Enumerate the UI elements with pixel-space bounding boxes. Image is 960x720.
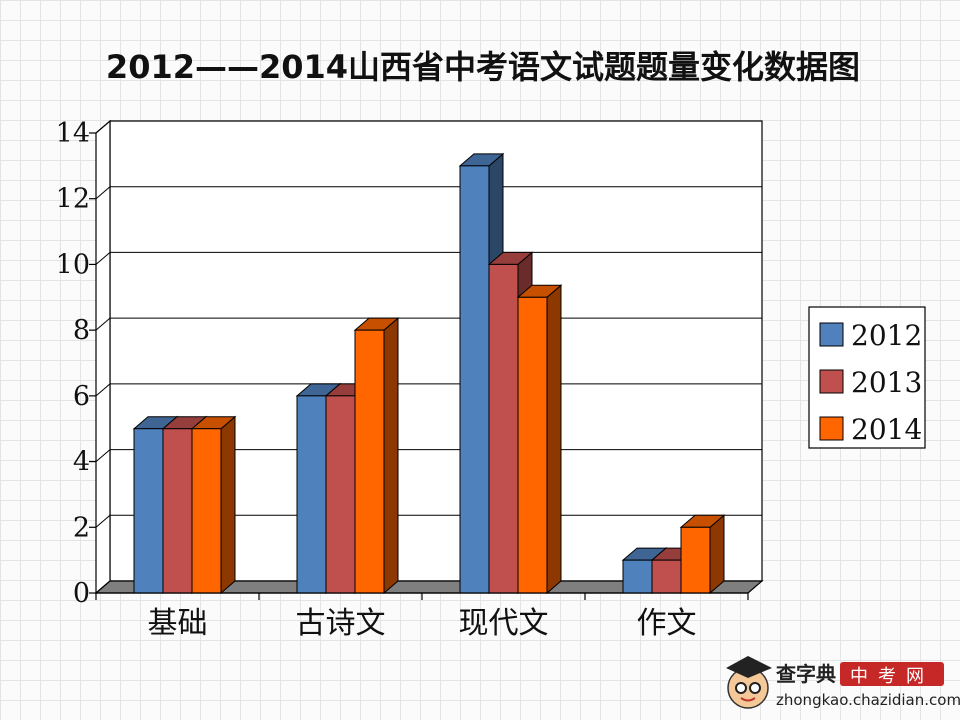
chart-title: 2012——2014山西省中考语文试题题量变化数据图 [106,48,860,86]
legend-label: 2012 [851,319,922,352]
gridline [95,120,762,134]
watermark-url: zhongkao.chazidian.com [776,691,960,709]
x-tick-label: 古诗文 [296,606,386,641]
gridline [95,186,762,200]
y-tick-label: 8 [73,315,90,346]
bar-2014-基础 [190,415,237,595]
y-tick-label: 4 [73,447,90,478]
watermark-site: 中考网 [850,666,934,687]
x-tick-label: 基础 [148,606,208,641]
watermark-brand: 查字典 [776,662,836,686]
watermark: 查字典 中考网 zhongkao.chazidian.com [726,656,960,709]
bars [132,152,726,595]
x-tick-label: 作文 [637,606,697,641]
bar-2014-古诗文 [353,317,400,595]
y-axis-ticks: 0 2 4 6 8 10 12 14 [56,118,96,609]
legend-item-2014: 2014 [819,413,922,446]
y-tick-label: 10 [56,249,90,280]
side-wall [95,119,111,595]
mascot-icon [726,656,772,709]
legend-swatch [819,369,844,394]
gridline [95,251,762,265]
legend-label: 2013 [851,366,922,399]
legend-label: 2014 [851,413,922,446]
legend-item-2013: 2013 [819,366,922,399]
legend: 2012 2013 2014 [808,306,926,449]
legend-swatch [819,322,844,347]
x-axis-ticks: 基础 古诗文 现代文 作文 [95,592,749,641]
bar-2014-现代文 [516,284,563,595]
bar-2014-作文 [679,514,726,595]
y-tick-label: 6 [73,381,90,412]
x-tick-label: 现代文 [459,606,549,641]
legend-swatch [819,416,844,441]
legend-item-2012: 2012 [819,319,922,352]
y-tick-label: 0 [73,578,90,609]
y-tick-label: 12 [56,184,90,215]
y-tick-label: 2 [73,512,90,543]
y-tick-label: 14 [56,118,90,149]
